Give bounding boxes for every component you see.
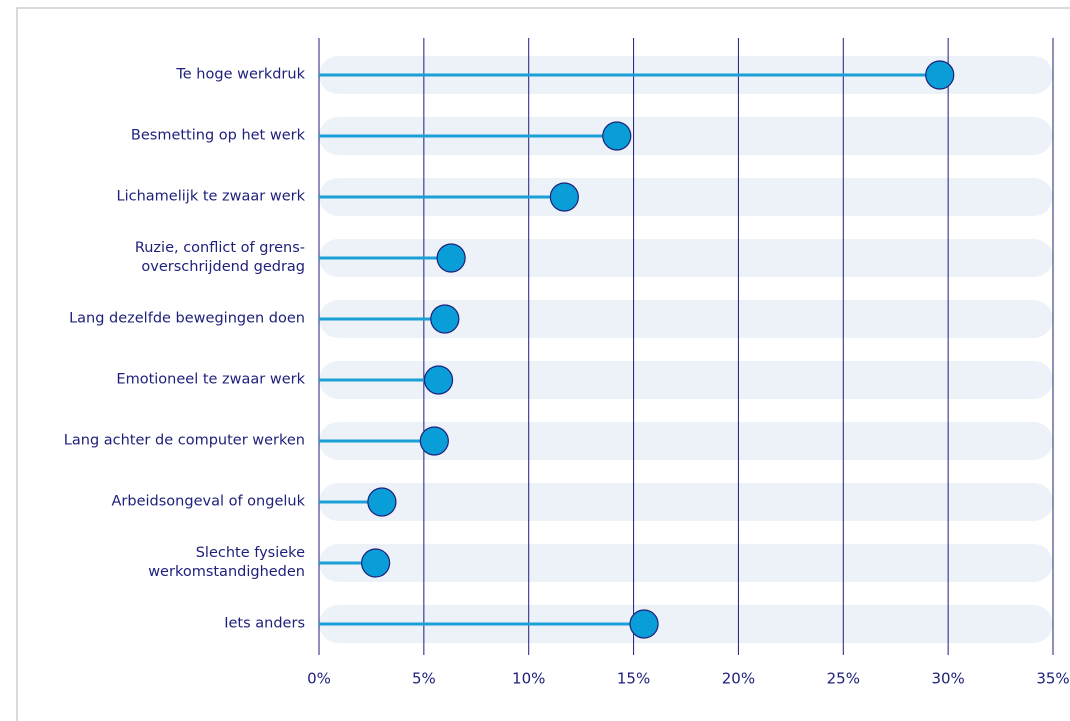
dot: [436, 243, 466, 273]
x-tick-label: 35%: [1036, 670, 1069, 688]
row-band: [319, 239, 1053, 277]
x-tick-label: 25%: [827, 670, 860, 688]
frame: [16, 7, 1070, 721]
row-band: [319, 361, 1053, 399]
row-band: [319, 422, 1053, 460]
row-band: [319, 178, 1053, 216]
row-band: [319, 117, 1053, 155]
category-label: Ruzie, conflict of grens- overschrijdend…: [134, 240, 305, 275]
row-band: [319, 605, 1053, 643]
dot: [925, 60, 955, 90]
dot: [430, 304, 460, 334]
x-tick-label: 5%: [412, 670, 436, 688]
category-label: Iets anders: [224, 615, 305, 632]
x-tick-label: 15%: [617, 670, 650, 688]
dot: [423, 365, 454, 395]
category-label: Lang dezelfde bewegingen doen: [69, 310, 305, 327]
dot: [361, 548, 391, 578]
dot: [367, 487, 397, 517]
category-label: Lichamelijk te zwaar werk: [116, 188, 305, 205]
dot: [602, 121, 632, 151]
x-tick-label: 10%: [512, 670, 545, 688]
category-label: Lang achter de computer werken: [63, 432, 305, 449]
category-label: Slechte fysieke werkomstandigheden: [148, 545, 305, 580]
category-label: Arbeidsongeval of ongeluk: [111, 493, 305, 510]
category-label: Te hoge werkdruk: [176, 66, 305, 83]
dot: [419, 426, 449, 456]
category-label: Besmetting op het werk: [130, 127, 305, 144]
x-tick-label: 30%: [931, 670, 964, 688]
x-tick-label: 0%: [307, 670, 331, 688]
row-band: [319, 483, 1053, 521]
category-label: Emotioneel te zwaar werk: [116, 371, 305, 388]
x-tick-label: 20%: [722, 670, 755, 688]
row-band: [319, 544, 1053, 582]
row-band: [319, 300, 1053, 338]
dot: [549, 182, 579, 212]
dot: [629, 609, 659, 639]
